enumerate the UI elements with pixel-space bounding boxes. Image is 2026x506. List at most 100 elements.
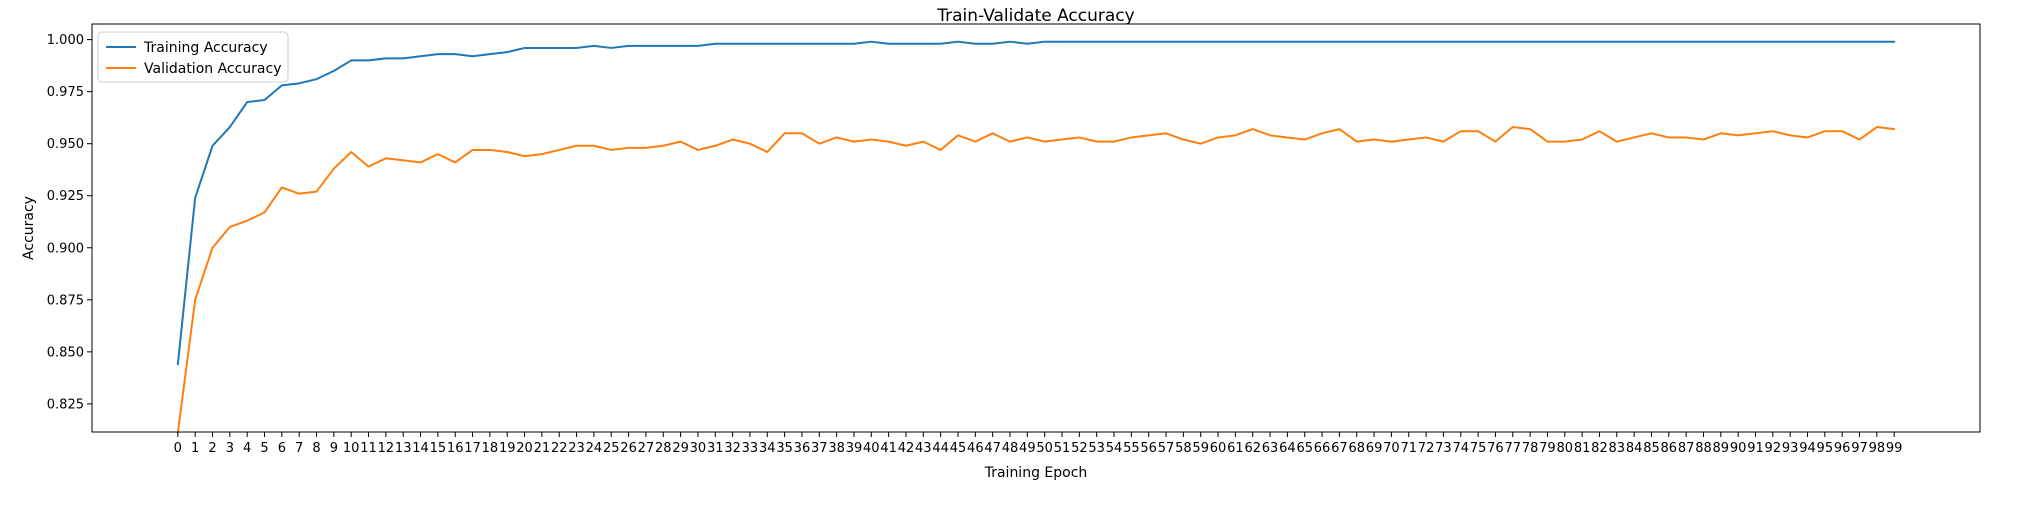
x-tick-label: 39	[846, 441, 863, 456]
x-tick-label: 33	[742, 441, 759, 456]
x-tick-label: 54	[1106, 441, 1123, 456]
x-tick-label: 71	[1400, 441, 1417, 456]
x-tick-label: 32	[724, 441, 741, 456]
x-tick-label: 78	[1522, 441, 1539, 456]
x-tick-label: 75	[1470, 441, 1487, 456]
x-tick-label: 28	[655, 441, 672, 456]
x-tick-label: 61	[1227, 441, 1244, 456]
x-tick-label: 88	[1695, 441, 1712, 456]
x-tick-label: 49	[1019, 441, 1036, 456]
x-tick-label: 73	[1435, 441, 1452, 456]
x-tick-label: 56	[1140, 441, 1157, 456]
legend: Training Accuracy Validation Accuracy	[97, 31, 289, 83]
x-tick-label: 24	[586, 441, 603, 456]
plot-area	[92, 24, 1980, 432]
x-tick-label: 27	[638, 441, 655, 456]
x-tick-label: 9	[330, 441, 338, 456]
x-tick-label: 17	[464, 441, 481, 456]
x-tick-label: 63	[1262, 441, 1279, 456]
x-tick-label: 13	[395, 441, 412, 456]
x-tick-label: 66	[1314, 441, 1331, 456]
x-tick-label: 48	[1002, 441, 1019, 456]
x-tick-label: 5	[260, 441, 268, 456]
series-line-validation-accuracy	[176, 126, 1896, 435]
x-tick-label: 60	[1210, 441, 1227, 456]
x-tick-label: 69	[1366, 441, 1383, 456]
x-tick-label: 92	[1765, 441, 1782, 456]
x-tick-label: 45	[950, 441, 967, 456]
x-tick-label: 53	[1088, 441, 1105, 456]
x-tick-label: 10	[343, 441, 360, 456]
x-tick-label: 89	[1713, 441, 1730, 456]
y-tick-label: 1.000	[47, 33, 84, 48]
x-tick-label: 91	[1747, 441, 1764, 456]
x-tick-label: 12	[378, 441, 395, 456]
series-line-training-accuracy	[176, 40, 1896, 366]
x-tick-label: 79	[1539, 441, 1556, 456]
y-tick-label: 0.825	[47, 397, 84, 412]
x-tick-label: 37	[811, 441, 828, 456]
x-tick-label: 81	[1574, 441, 1591, 456]
x-tick-label: 84	[1626, 441, 1643, 456]
x-tick-label: 80	[1557, 441, 1574, 456]
x-tick-label: 41	[880, 441, 897, 456]
x-tick-label: 31	[707, 441, 724, 456]
plot-frame	[91, 23, 1981, 433]
y-tick-label: 0.950	[47, 137, 84, 152]
x-tick-label: 36	[794, 441, 811, 456]
x-tick-label: 23	[568, 441, 585, 456]
x-tick-label: 82	[1591, 441, 1608, 456]
x-tick-label: 74	[1452, 441, 1469, 456]
x-tick-label: 6	[278, 441, 286, 456]
x-tick-label: 55	[1123, 441, 1140, 456]
x-tick-label: 3	[226, 441, 234, 456]
y-tick-label: 0.900	[47, 241, 84, 256]
series-group	[176, 40, 1896, 435]
x-tick-label: 47	[984, 441, 1001, 456]
x-tick-label: 72	[1418, 441, 1435, 456]
x-tick-label: 42	[898, 441, 915, 456]
x-tick-label: 62	[1244, 441, 1261, 456]
x-tick-label: 7	[295, 441, 303, 456]
y-tick-label: 0.850	[47, 345, 84, 360]
x-tick-label: 87	[1678, 441, 1695, 456]
x-tick-label: 99	[1886, 441, 1903, 456]
x-tick-label: 21	[534, 441, 551, 456]
x-tick-label: 77	[1504, 441, 1521, 456]
x-tick-label: 51	[1054, 441, 1071, 456]
x-tick-label: 34	[759, 441, 776, 456]
x-tick-label: 1	[191, 441, 199, 456]
chart-title: Train-Validate Accuracy	[936, 6, 1134, 26]
x-axis-label: Training Epoch	[984, 465, 1088, 481]
x-tick-label: 38	[828, 441, 845, 456]
x-tick-label: 14	[412, 441, 429, 456]
y-tick-label: 0.875	[47, 293, 84, 308]
x-tick-label: 16	[447, 441, 464, 456]
x-tick-label: 18	[482, 441, 499, 456]
x-axis: 0 1 2 3 4 5 6 7 8 9 10 11 12 13 14 15 16 17 18 19 20 21 22 23 24…	[174, 432, 1903, 456]
x-tick-label: 95	[1817, 441, 1834, 456]
x-tick-label: 76	[1487, 441, 1504, 456]
x-tick-label: 52	[1071, 441, 1088, 456]
x-tick-label: 19	[499, 441, 516, 456]
x-tick-label: 2	[208, 441, 216, 456]
x-tick-label: 94	[1799, 441, 1816, 456]
x-tick-label: 68	[1348, 441, 1365, 456]
x-tick-label: 43	[915, 441, 932, 456]
x-tick-label: 44	[932, 441, 949, 456]
x-tick-label: 70	[1383, 441, 1400, 456]
x-tick-label: 85	[1643, 441, 1660, 456]
x-tick-label: 65	[1296, 441, 1313, 456]
x-tick-label: 22	[551, 441, 568, 456]
x-tick-label: 25	[603, 441, 620, 456]
x-tick-label: 4	[243, 441, 251, 456]
x-tick-label: 40	[863, 441, 880, 456]
x-tick-label: 58	[1175, 441, 1192, 456]
x-tick-label: 96	[1834, 441, 1851, 456]
legend-label-validation: Validation Accuracy	[144, 61, 282, 77]
y-axis-label: Accuracy	[21, 196, 37, 260]
legend-label-training: Training Accuracy	[143, 40, 268, 56]
x-tick-label: 97	[1851, 441, 1868, 456]
